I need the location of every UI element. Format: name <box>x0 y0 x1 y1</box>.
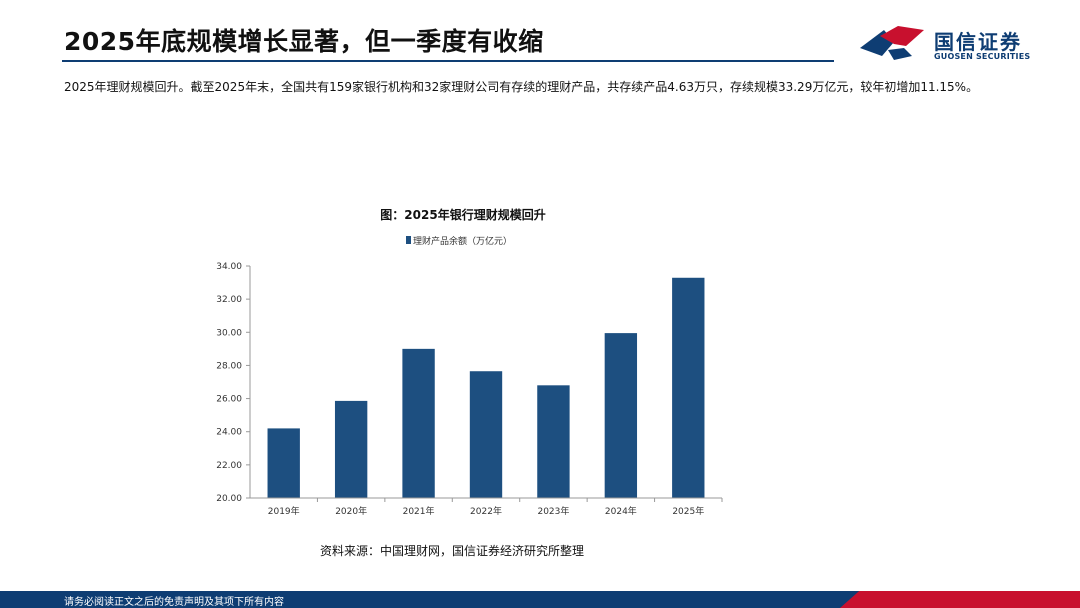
legend-label: 理财产品余额（万亿元） <box>413 235 512 247</box>
y-tick-label: 34.00 <box>216 262 242 272</box>
bar-chart: 理财产品余额（万亿元） 20.00 22.00 24.00 26.00 28.00 30.… <box>216 235 723 517</box>
title-rule <box>62 60 834 62</box>
brand-name-cn: 国信证券 <box>934 30 1022 54</box>
page-title: 2025年底规模增长显著，但一季度有收缩 <box>64 27 544 56</box>
legend-swatch <box>406 236 411 244</box>
x-tick-label: 2023年 <box>537 505 569 517</box>
bar <box>402 348 435 498</box>
x-tick-label: 2024年 <box>605 505 637 517</box>
guosen-logo-icon <box>860 26 924 60</box>
x-tick-label: 2020年 <box>335 505 367 517</box>
x-tick-label: 2025年 <box>672 505 704 517</box>
bar <box>469 371 503 498</box>
x-tick-label: 2022年 <box>470 505 502 517</box>
bars <box>267 277 705 498</box>
chart-legend: 理财产品余额（万亿元） <box>406 235 512 247</box>
bar <box>267 428 300 498</box>
y-tick-label: 32.00 <box>216 295 242 305</box>
chart-title: 图：2025年银行理财规模回升 <box>380 208 546 222</box>
footer-disclaimer: 请务必阅读正文之后的免责声明及其项下所有内容 <box>64 597 284 608</box>
brand-name-en: GUOSEN SECURITIES <box>934 52 1031 61</box>
y-tick-label: 22.00 <box>216 461 242 471</box>
figure-source: 资料来源：中国理财网，国信证券经济研究所整理 <box>320 544 585 558</box>
bar <box>604 333 638 498</box>
bar <box>537 385 570 498</box>
y-tick-label: 26.00 <box>216 395 242 405</box>
brand-logo: 国信证券 GUOSEN SECURITIES <box>858 22 1058 66</box>
x-tick-label: 2021年 <box>403 505 435 517</box>
y-tick-label: 20.00 <box>216 494 242 504</box>
y-axis: 20.00 22.00 24.00 26.00 28.00 30.00 32.00 34.00 <box>216 262 251 504</box>
footer-bar: 请务必阅读正文之后的免责声明及其项下所有内容 <box>0 591 1080 608</box>
bar <box>334 400 368 498</box>
footer-red-band <box>840 591 1080 608</box>
y-tick-label: 30.00 <box>216 328 242 338</box>
x-tick-label: 2019年 <box>268 505 300 517</box>
footer-blue-band <box>0 591 860 608</box>
x-axis: 2019年 2020年 2021年 2022年 2023年 2024年 2025年 <box>250 497 723 517</box>
summary-paragraph: 2025年理财规模回升。截至2025年末，全国共有159家银行机构和32家理财公… <box>64 80 979 94</box>
y-tick-label: 24.00 <box>216 428 242 438</box>
bar <box>672 277 705 498</box>
y-tick-label: 28.00 <box>216 361 242 371</box>
